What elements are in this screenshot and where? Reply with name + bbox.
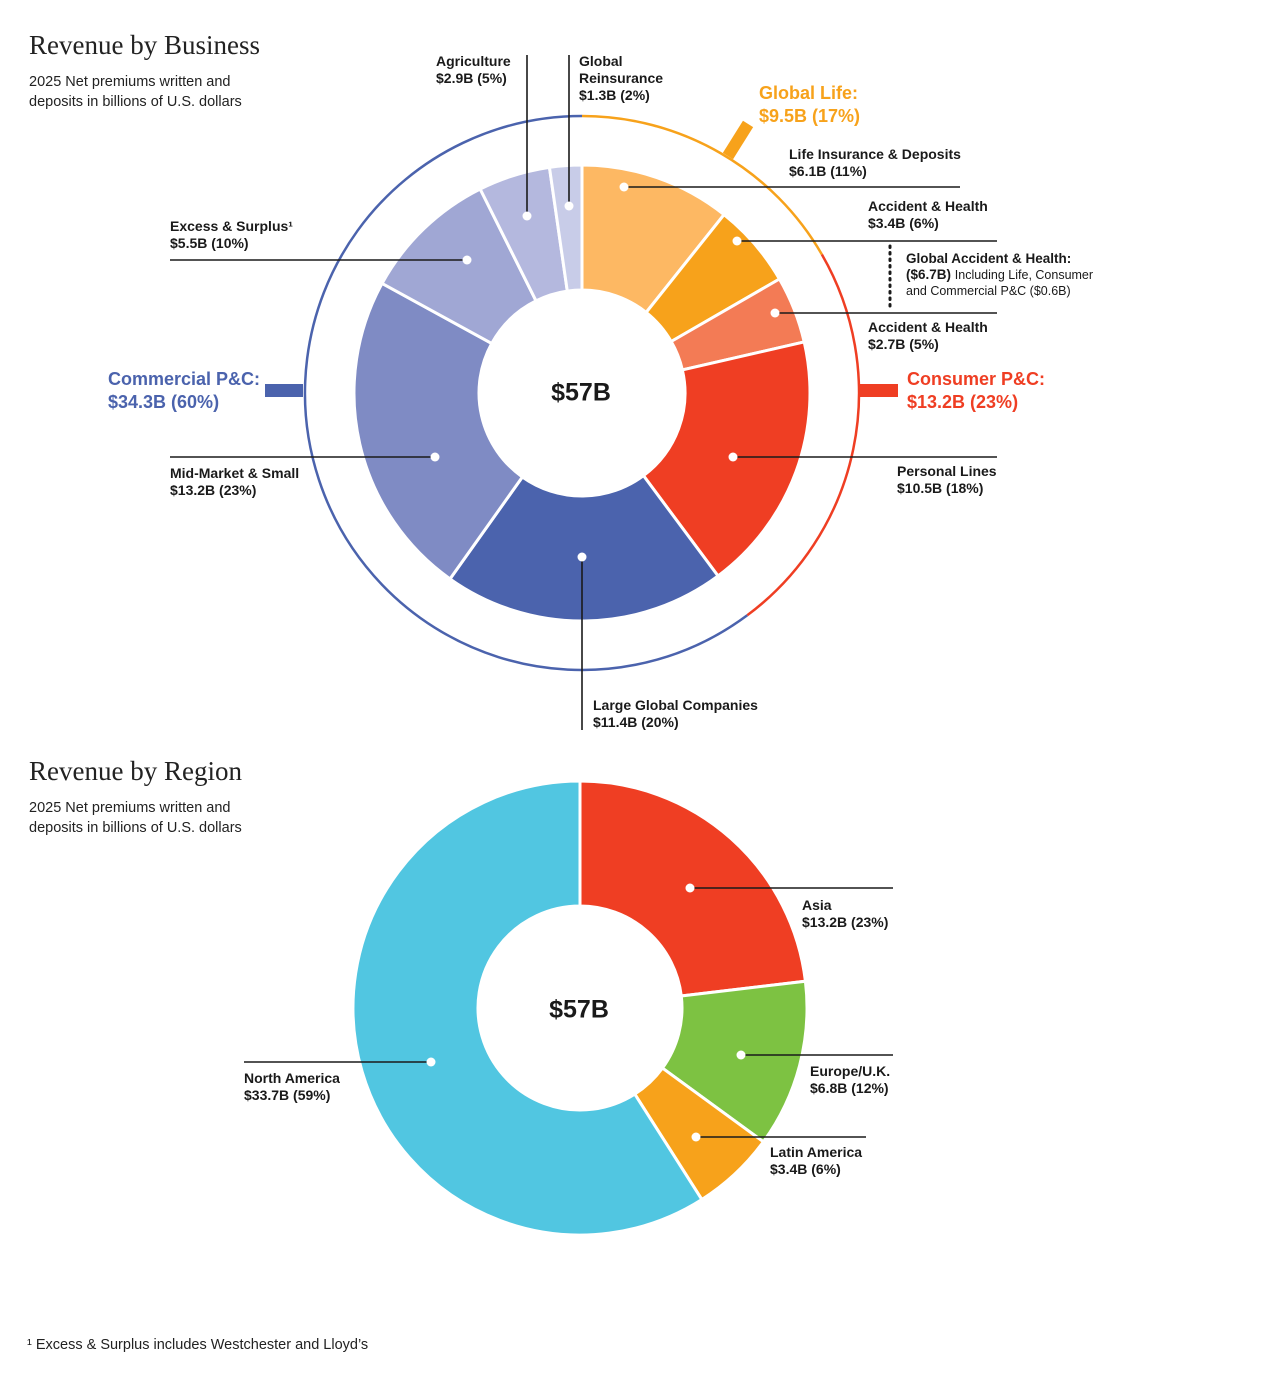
global-life-tick (722, 120, 754, 160)
annotation-global-ah: Global Accident & Health: ($6.7B) Includi… (906, 251, 1094, 298)
commercial-tick (265, 384, 303, 397)
label-personal-lines: Personal Lines $10.5B (18%) (897, 463, 997, 496)
label-mid-market: Mid-Market & Small $13.2B (23%) (170, 465, 300, 498)
group-arc-commercial-p-c- (303, 114, 749, 672)
label-latin-america: Latin America $3.4B (6%) (770, 1144, 863, 1177)
label-europe: Europe/U.K. $6.8B (12%) (810, 1063, 891, 1096)
label-global-reinsurance: Global Reinsurance $1.3B (2%) (579, 53, 664, 103)
label-excess-surplus: Excess & Surplus¹ $5.5B (10%) (170, 218, 293, 251)
footnote: ¹ Excess & Surplus includes Westchester … (27, 1337, 369, 1353)
label-accident-health-life: Accident & Health $3.4B (6%) (868, 198, 988, 231)
label-asia: Asia $13.2B (23%) (802, 897, 889, 930)
leader-lines (170, 55, 997, 1138)
group-commercial-pc: Commercial P&C: $34.3B (60%) (108, 369, 261, 412)
subtitle-line: deposits in billions of U.S. dollars (29, 94, 242, 110)
subtitle-line: deposits in billions of U.S. dollars (29, 820, 242, 836)
group-arc-consumer-p-c- (746, 253, 861, 617)
chart-title-business: Revenue by Business (29, 30, 260, 60)
label-north-america: North America $33.7B (59%) (244, 1070, 340, 1103)
center-label-business: $57B (551, 378, 611, 407)
slice-personal-lines (641, 340, 812, 579)
label-large-global: Large Global Companies $11.4B (20%) (593, 697, 758, 730)
consumer-tick (860, 384, 898, 397)
slice-mid-market-small (352, 281, 525, 582)
subtitle-line: 2025 Net premiums written and (29, 800, 231, 816)
chart-title-region: Revenue by Region (29, 756, 242, 786)
label-accident-health-consumer: Accident & Health $2.7B (5%) (868, 319, 988, 352)
slice-global-reinsurance (547, 163, 584, 293)
subtitle-line: 2025 Net premiums written and (29, 74, 231, 90)
label-life-insurance: Life Insurance & Deposits $6.1B (11%) (789, 146, 961, 179)
group-arc-global-life- (581, 114, 823, 256)
group-global-life: Global Life: $9.5B (17%) (759, 83, 861, 126)
center-label-region: $57B (549, 995, 609, 1024)
group-consumer-pc: Consumer P&C: $13.2B (23%) (907, 369, 1046, 412)
subtitle-business: 2025 Net premiums written and deposits in… (29, 72, 242, 112)
slice-north-america (351, 779, 704, 1237)
subtitle-region: 2025 Net premiums written and deposits in… (29, 798, 242, 838)
leader-dots (426, 182, 780, 1142)
slice-large-global-companies (447, 473, 721, 623)
label-agriculture: Agriculture $2.9B (5%) (436, 53, 511, 86)
